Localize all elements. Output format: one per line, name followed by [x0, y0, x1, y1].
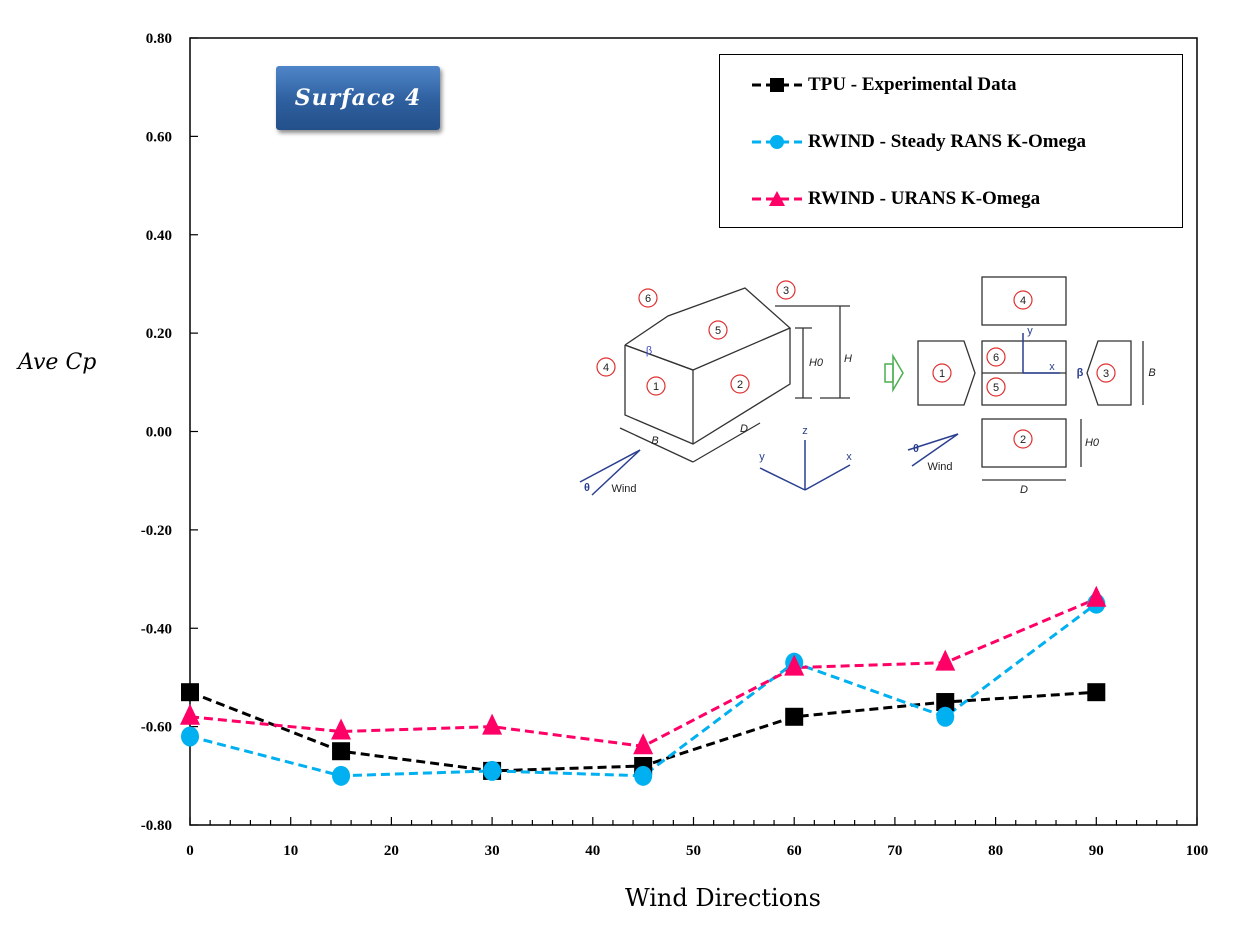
chart-title: Surface 4 — [276, 66, 440, 130]
beta-label: β — [1077, 367, 1084, 379]
dim-label: H0 — [809, 357, 824, 369]
y-tick-label: 0.40 — [146, 228, 172, 244]
data-point-circle — [181, 726, 199, 747]
surface-label: 2 — [1020, 434, 1026, 446]
data-point-circle — [634, 765, 653, 786]
dim-label: D — [1020, 484, 1028, 496]
legend-item: RWIND - URANS K-Omega — [750, 187, 1040, 211]
x-tick-label: 70 — [887, 843, 902, 859]
surface-label: 6 — [993, 352, 999, 364]
surface-label: 5 — [993, 382, 999, 394]
y-tick-label: 0.60 — [146, 129, 172, 145]
surface-label: 4 — [603, 362, 609, 374]
dim-label: H — [844, 353, 852, 365]
y-tick-label: -0.60 — [141, 720, 172, 736]
y-tick-label: 0.80 — [146, 31, 172, 47]
theta-label: θ — [584, 482, 590, 494]
dim-label: H0 — [1085, 437, 1100, 449]
y-tick-label: -0.40 — [141, 621, 172, 637]
y-axis-label: Ave Cp — [18, 350, 97, 375]
legend-circle-marker — [752, 135, 802, 149]
data-point-triangle — [1086, 585, 1107, 607]
x-tick-label: 30 — [485, 843, 500, 859]
x-tick-label: 40 — [585, 843, 600, 859]
data-point-triangle — [331, 718, 352, 740]
data-point-square — [181, 683, 199, 702]
legend-item: RWIND - Steady RANS K-Omega — [750, 130, 1086, 154]
y-tick-label: -0.80 — [141, 818, 172, 834]
y-tick-label: 0.20 — [146, 326, 172, 342]
data-point-triangle — [633, 733, 654, 755]
legend-item: TPU - Experimental Data — [750, 73, 1016, 97]
data-point-circle — [936, 706, 955, 727]
wind-label: Wind — [927, 461, 952, 473]
data-point-circle — [483, 760, 502, 781]
dim-label: D — [740, 423, 748, 435]
legend-label: RWIND - Steady RANS K-Omega — [808, 131, 1086, 152]
surface-label: 1 — [653, 381, 659, 393]
axis-label: x — [1049, 361, 1055, 373]
legend-label: TPU - Experimental Data — [808, 74, 1017, 95]
legend-square-marker — [752, 78, 802, 92]
surface-label: 5 — [715, 325, 721, 337]
axis-label: y — [1027, 325, 1033, 337]
data-point-triangle — [784, 654, 805, 676]
legend-triangle-marker — [752, 191, 802, 206]
axis-label: y — [759, 451, 765, 463]
axes: 0 10 20 30 40 50 60 70 80 90 100 0.80 0.60 0.40 0.20 0.… — [141, 31, 1209, 859]
arrow-icon — [884, 363, 894, 383]
x-tick-label: 50 — [686, 843, 701, 859]
series-group — [180, 585, 1107, 786]
x-tick-label: 90 — [1089, 843, 1104, 859]
data-point-square — [785, 707, 804, 726]
surface-label: 2 — [737, 379, 743, 391]
x-tick-label: 60 — [787, 843, 802, 859]
axis-label: x — [846, 451, 852, 463]
data-point-triangle — [482, 713, 503, 735]
legend: TPU - Experimental Data RWIND - Steady R… — [719, 54, 1183, 228]
x-tick-label: 10 — [283, 843, 298, 859]
dim-label: B — [651, 435, 658, 447]
surface-label: 3 — [783, 285, 789, 297]
theta-label: θ — [913, 443, 919, 455]
surface-label: 1 — [939, 368, 945, 380]
x-axis-label: Wind Directions — [625, 884, 821, 912]
building-diagram: 1 2 3 4 5 6 1 2 3 4 5 6 B D H0 H B H0 D … — [579, 276, 1156, 496]
axis-label: z — [802, 425, 808, 437]
data-point-square — [332, 742, 351, 761]
x-tick-label: 0 — [186, 843, 194, 859]
surface-label: 6 — [645, 293, 651, 305]
y-tick-label: 0.00 — [146, 425, 172, 441]
x-tick-label: 80 — [988, 843, 1003, 859]
legend-label: RWIND - URANS K-Omega — [808, 188, 1041, 209]
surface-label: 4 — [1020, 295, 1026, 307]
data-point-circle — [332, 765, 351, 786]
data-point-triangle — [180, 703, 200, 725]
x-tick-label: 20 — [384, 843, 399, 859]
dim-label: B — [1148, 367, 1155, 379]
beta-label: β — [646, 345, 652, 357]
data-point-triangle — [935, 649, 956, 671]
wind-label: Wind — [611, 483, 636, 495]
surface-label: 3 — [1103, 368, 1109, 380]
series-line — [189, 597, 1097, 748]
x-tick-label: 100 — [1186, 843, 1209, 859]
data-point-square — [936, 693, 955, 712]
data-point-square — [1087, 683, 1106, 702]
y-tick-label: -0.20 — [141, 523, 172, 539]
